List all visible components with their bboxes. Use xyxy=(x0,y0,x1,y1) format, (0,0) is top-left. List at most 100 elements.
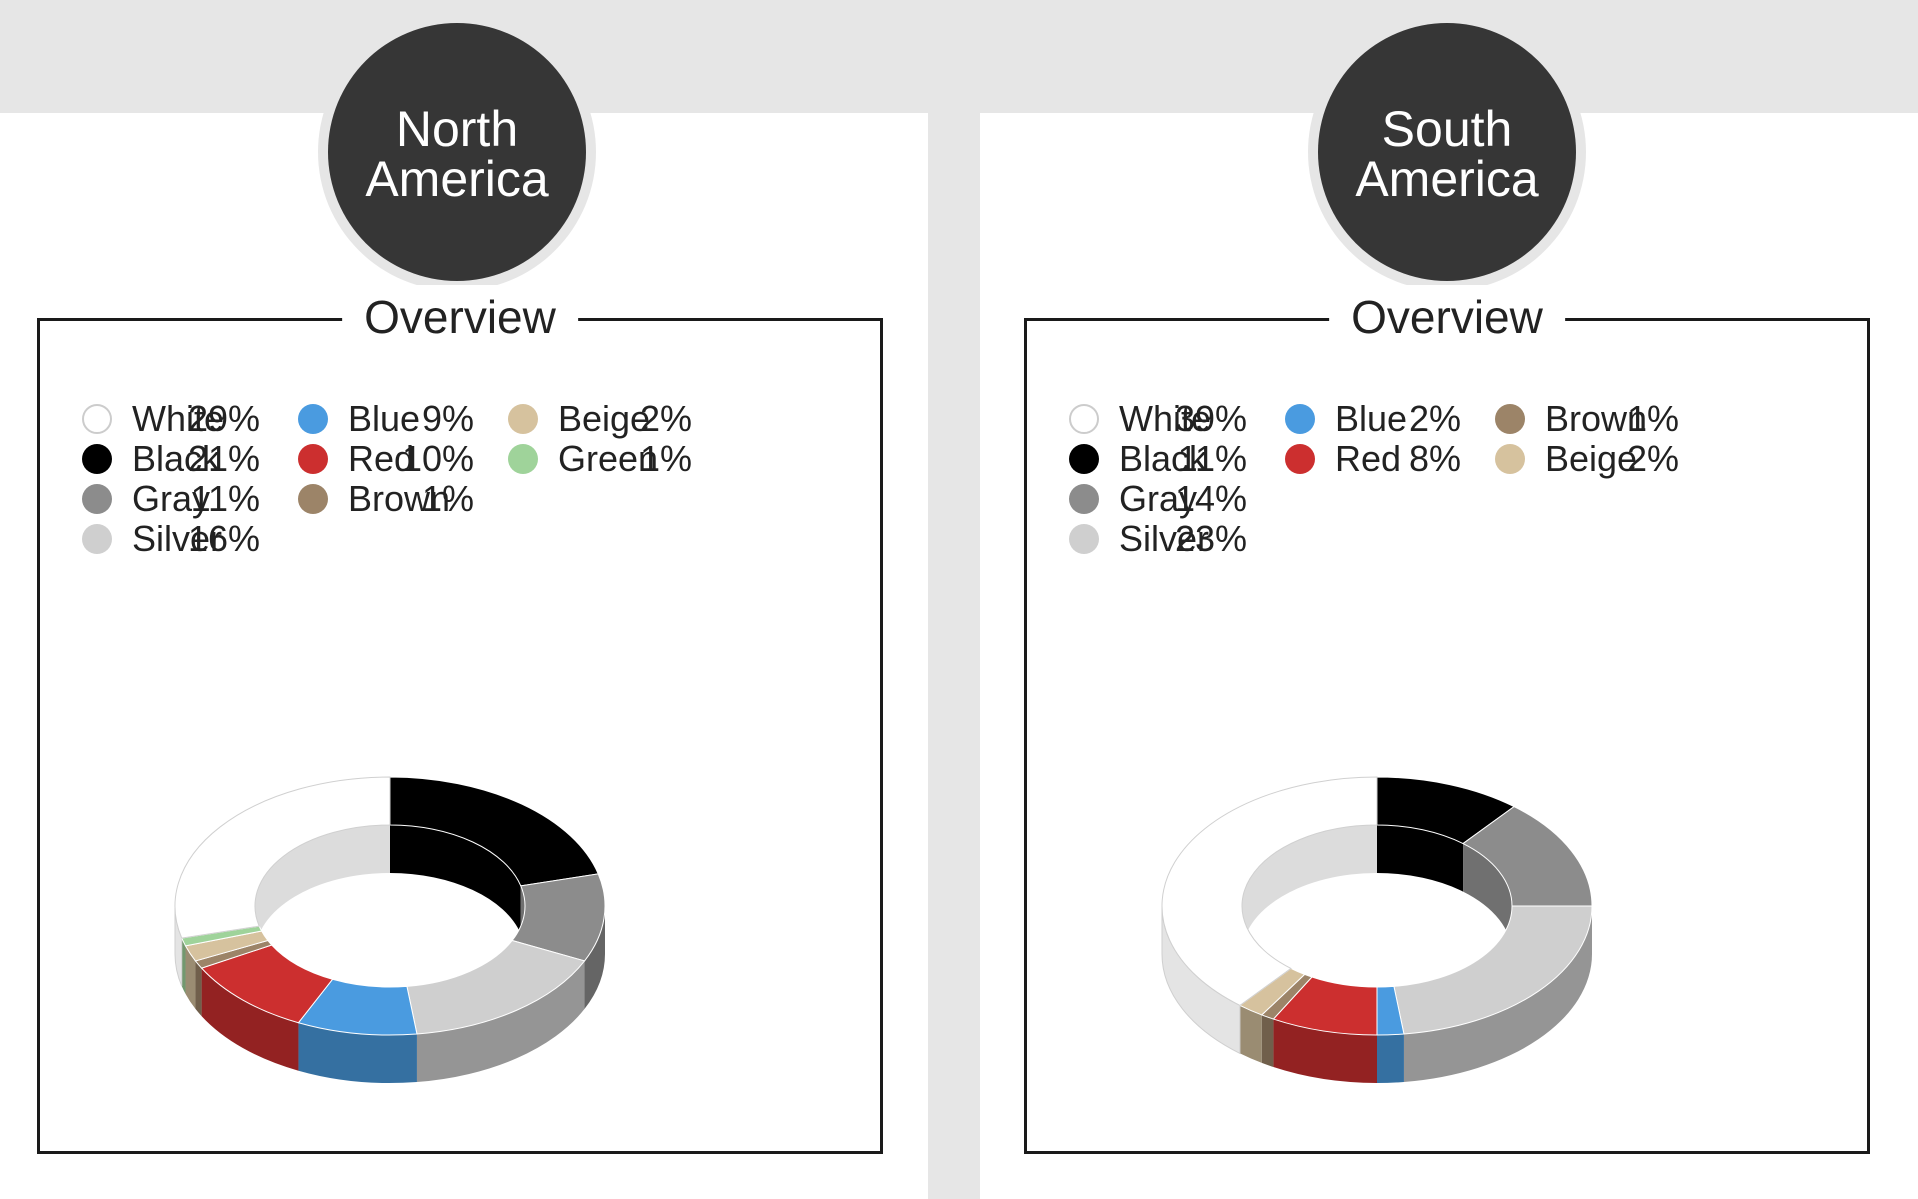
legend-item-white: White 29% xyxy=(82,398,260,439)
legend-value: 11% xyxy=(190,478,260,519)
legend-item-blue: Blue 9% xyxy=(298,398,474,439)
slice-side-red xyxy=(1273,1019,1377,1083)
region-name-line2: America xyxy=(365,151,549,207)
legend-swatch xyxy=(1495,404,1525,434)
legend-value: 2% xyxy=(1626,438,1679,479)
legend-swatch xyxy=(298,444,328,474)
legend-label: White xyxy=(132,398,225,439)
slice-inner-black xyxy=(1377,825,1464,892)
legend-value: 8% xyxy=(1408,438,1461,479)
legend-item-beige: Beige 2% xyxy=(1495,438,1679,479)
legend-swatch xyxy=(298,484,328,514)
slice-inner-white xyxy=(255,825,390,954)
legend-label: Silver xyxy=(132,518,223,559)
legend-swatch xyxy=(82,484,112,514)
legend-item-red: Red 8% xyxy=(1285,438,1461,479)
chart-legend: White 29% Black 21% Gray 11% Silver 16% Blue 9% Re… xyxy=(82,398,862,629)
slice-inner-white xyxy=(1242,825,1377,954)
legend-swatch xyxy=(1069,524,1099,554)
legend-value: 14% xyxy=(1174,478,1247,519)
slice-side-gray xyxy=(584,906,605,1009)
legend-label: Green xyxy=(558,438,659,479)
legend-swatch xyxy=(298,404,328,434)
region-name-line1: South xyxy=(1381,101,1513,157)
legend-value: 11% xyxy=(1177,438,1247,479)
legend-swatch xyxy=(508,444,538,474)
legend-swatch xyxy=(1069,484,1099,514)
legend-item-black: Black 21% xyxy=(82,438,260,479)
slice-side-silver xyxy=(1403,906,1592,1082)
legend-item-beige: Beige 2% xyxy=(508,398,692,439)
panel-south-america: South America Overview White 39% Black 11% G… xyxy=(980,13,1918,1199)
region-badge: North America xyxy=(328,23,586,281)
legend-value: 9% xyxy=(421,398,474,439)
legend-value: 2% xyxy=(1408,398,1461,439)
legend-item-gray: Gray 14% xyxy=(1069,478,1247,519)
legend-label: Brown xyxy=(1545,398,1648,439)
legend-value: 1% xyxy=(639,438,692,479)
legend-item-brown: Brown 1% xyxy=(298,478,474,519)
legend-value: 1% xyxy=(421,478,474,519)
region-badge: South America xyxy=(1318,23,1576,281)
legend-item-gray: Gray 11% xyxy=(82,478,260,519)
legend-swatch xyxy=(1495,444,1525,474)
chart-legend: White 39% Black 11% Gray 14% Silver 23% Blue 2% Re… xyxy=(1069,398,1849,629)
slice-side-brown xyxy=(195,960,202,1017)
slice-white xyxy=(174,776,391,939)
region-name-line2: America xyxy=(1355,151,1539,207)
slice-side-red xyxy=(201,968,299,1071)
slice-side-blue xyxy=(298,1022,417,1083)
legend-swatch xyxy=(1285,404,1315,434)
legend-item-silver: Silver 16% xyxy=(82,518,260,559)
overview-title: Overview xyxy=(342,285,578,349)
slice-side-blue xyxy=(1377,1033,1404,1083)
overview-frame: Overview White 39% Black 11% Gray 14% Silver 23… xyxy=(1024,285,1870,1154)
legend-label: Gray xyxy=(132,478,211,519)
legend-label: Red xyxy=(1335,438,1402,479)
legend-item-red: Red 10% xyxy=(298,438,474,479)
legend-label: Beige xyxy=(558,398,651,439)
legend-value: 29% xyxy=(187,398,260,439)
overview-title: Overview xyxy=(1329,285,1565,349)
legend-swatch xyxy=(508,404,538,434)
slice-side-beige xyxy=(1239,1005,1262,1063)
legend-value: 16% xyxy=(187,518,260,559)
legend-swatch xyxy=(82,524,112,554)
region-name-line1: North xyxy=(395,101,519,157)
slice-side-green xyxy=(181,938,186,994)
legend-label: Red xyxy=(348,438,415,479)
legend-item-brown: Brown 1% xyxy=(1495,398,1679,439)
legend-item-silver: Silver 23% xyxy=(1069,518,1247,559)
slice-side-beige xyxy=(185,945,196,1009)
slice-side-brown xyxy=(1261,1014,1274,1068)
legend-swatch xyxy=(82,404,112,434)
legend-value: 39% xyxy=(1174,398,1247,439)
legend-swatch xyxy=(1069,404,1099,434)
legend-item-black: Black 11% xyxy=(1069,438,1247,479)
panel-north-america: North America Overview White 29% Black 21% G… xyxy=(0,13,928,1199)
region-badge-ring: North America xyxy=(318,13,596,291)
legend-swatch xyxy=(1069,444,1099,474)
legend-value: 10% xyxy=(401,438,474,479)
legend-swatch xyxy=(1285,444,1315,474)
legend-label: Beige xyxy=(1545,438,1638,479)
legend-value: 2% xyxy=(639,398,692,439)
overview-frame: Overview White 29% Black 21% Gray 11% Silver 16… xyxy=(37,285,883,1154)
legend-swatch xyxy=(82,444,112,474)
legend-value: 23% xyxy=(1174,518,1247,559)
legend-item-blue: Blue 2% xyxy=(1285,398,1461,439)
legend-label: White xyxy=(1119,398,1212,439)
legend-value: 21% xyxy=(187,438,260,479)
slice-white xyxy=(1161,776,1378,1006)
donut-chart xyxy=(174,776,606,1083)
donut-chart xyxy=(1161,776,1593,1083)
legend-label: Brown xyxy=(348,478,451,519)
legend-label: Blue xyxy=(348,398,421,439)
slice-black xyxy=(389,776,599,887)
legend-label: Gray xyxy=(1119,478,1198,519)
legend-item-green: Green 1% xyxy=(508,438,692,479)
legend-label: Blue xyxy=(1335,398,1408,439)
legend-item-white: White 39% xyxy=(1069,398,1247,439)
legend-label: Black xyxy=(1119,438,1208,479)
slice-side-silver xyxy=(416,960,585,1082)
